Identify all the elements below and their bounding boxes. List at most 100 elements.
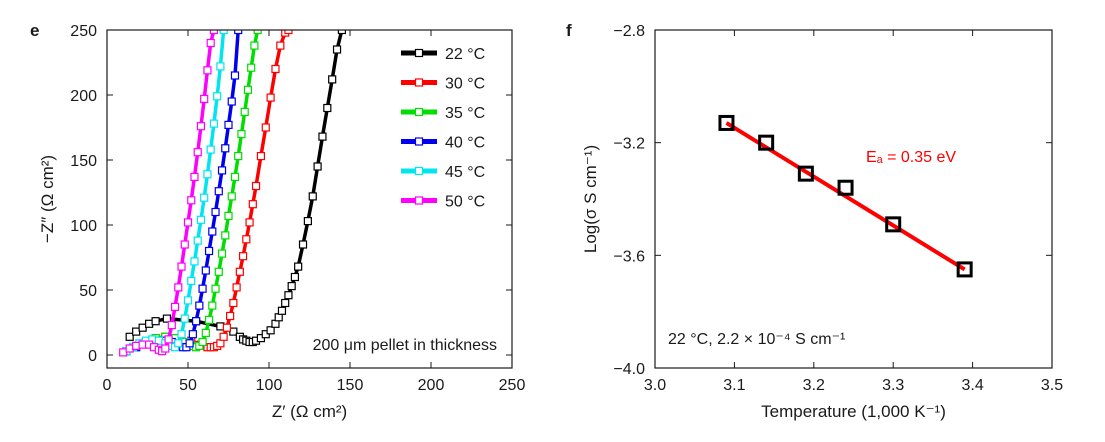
data-point <box>214 267 223 276</box>
data-point <box>198 284 207 293</box>
y-tick-label: 0 <box>88 348 97 365</box>
data-point <box>190 257 199 266</box>
data-point <box>227 192 236 201</box>
data-point <box>203 170 212 179</box>
x-tick-label: 3.0 <box>644 377 666 394</box>
data-point <box>221 144 230 153</box>
data-point <box>245 218 254 227</box>
panel-f-axes: 3.0 3.1 3.2 3.3 3.4 3.5 −4.0 −3.6 −3.2 −2.8 <box>613 23 1063 394</box>
panel-f-chart: f 3.0 3.1 3.2 3.3 3.4 3.5 −4.0 −3.6 −3.2 −2.8 Tem… <box>566 21 1063 421</box>
y-tick-label: 50 <box>79 283 97 300</box>
data-point <box>208 301 217 310</box>
panel-e-letter: e <box>30 21 39 40</box>
data-point <box>206 145 215 154</box>
data-point <box>256 152 265 161</box>
data-point <box>294 262 303 271</box>
data-point <box>277 306 287 315</box>
y-tick-label: 200 <box>70 88 97 105</box>
data-point <box>303 217 312 226</box>
data-point <box>242 235 251 244</box>
legend-label: 22 °C <box>445 46 485 63</box>
data-point <box>837 179 854 196</box>
data-point <box>187 196 196 205</box>
data-point <box>323 103 332 113</box>
x-tick-label: 0 <box>103 377 112 394</box>
data-point <box>266 326 275 335</box>
data-point <box>337 30 346 35</box>
panel-e-legend: 22 °C 30 °C 35 °C 40 °C 45 °C 50 °C <box>401 46 485 211</box>
data-point <box>718 114 735 131</box>
panel-f-annotation: 22 °C, 2.2 × 10⁻⁴ S cm⁻¹ <box>668 331 845 348</box>
data-point <box>183 296 193 305</box>
y-tick-label: −2.8 <box>613 23 645 40</box>
panel-e-x-axis-label: Z′ (Ω cm²) <box>272 402 347 421</box>
data-point <box>190 172 199 181</box>
data-point <box>276 41 285 50</box>
data-point <box>214 187 223 196</box>
data-point <box>200 94 209 104</box>
data-point <box>219 30 228 35</box>
data-point <box>281 298 290 308</box>
data-point <box>209 30 219 35</box>
data-point <box>211 207 220 217</box>
legend-label: 40 °C <box>445 135 485 152</box>
data-point <box>125 332 134 341</box>
y-tick-label: −3.2 <box>613 136 645 153</box>
data-point <box>308 192 317 201</box>
data-point <box>208 227 217 236</box>
data-point <box>318 132 327 141</box>
data-point <box>797 165 814 182</box>
y-tick-label: 250 <box>70 23 97 40</box>
data-point <box>956 261 973 278</box>
data-point <box>195 301 204 310</box>
data-point <box>238 252 248 261</box>
data-point <box>170 302 180 311</box>
data-point <box>313 162 322 171</box>
data-point <box>248 200 257 209</box>
data-point <box>247 63 256 72</box>
panel-e-axes: 0 50 100 150 200 250 0 50 100 150 200 250 <box>70 23 525 394</box>
data-point <box>201 328 210 337</box>
data-point <box>298 240 308 249</box>
data-point <box>162 314 172 323</box>
data-point <box>758 134 775 151</box>
x-tick-label: 200 <box>418 377 445 394</box>
legend-marker <box>414 48 424 58</box>
data-point <box>217 166 227 175</box>
data-point <box>229 298 238 308</box>
data-point <box>219 332 228 341</box>
legend-marker <box>414 107 424 117</box>
y-tick-label: −3.6 <box>613 248 645 265</box>
data-point <box>151 317 160 326</box>
data-point <box>196 122 206 131</box>
data-point <box>253 30 262 35</box>
data-point <box>213 92 222 101</box>
data-point <box>183 218 193 227</box>
data-point <box>224 211 233 220</box>
data-point <box>237 129 246 139</box>
x-tick-label: 3.1 <box>723 377 745 394</box>
y-tick-label: −4.0 <box>613 361 645 378</box>
fit-line <box>725 121 966 272</box>
panel-f-x-axis-label: Temperature (1,000 K⁻¹) <box>761 402 946 421</box>
x-tick-label: 3.3 <box>882 377 904 394</box>
data-point <box>243 85 253 94</box>
data-point <box>174 283 183 292</box>
data-point <box>177 262 186 271</box>
data-point <box>201 266 210 275</box>
data-point <box>217 249 227 258</box>
data-point <box>284 291 293 300</box>
legend-label: 50 °C <box>445 194 485 211</box>
data-point <box>250 41 259 50</box>
data-point <box>240 107 249 117</box>
data-point <box>224 120 233 130</box>
data-point <box>200 193 209 202</box>
legend-marker <box>414 137 424 146</box>
panel-f-y-axis-label: Log(σ S cm⁻¹) <box>581 145 600 253</box>
legend-marker <box>414 196 424 205</box>
data-point <box>216 62 225 71</box>
data-point <box>230 172 240 181</box>
data-point <box>235 267 244 276</box>
x-tick-label: 150 <box>337 377 364 394</box>
